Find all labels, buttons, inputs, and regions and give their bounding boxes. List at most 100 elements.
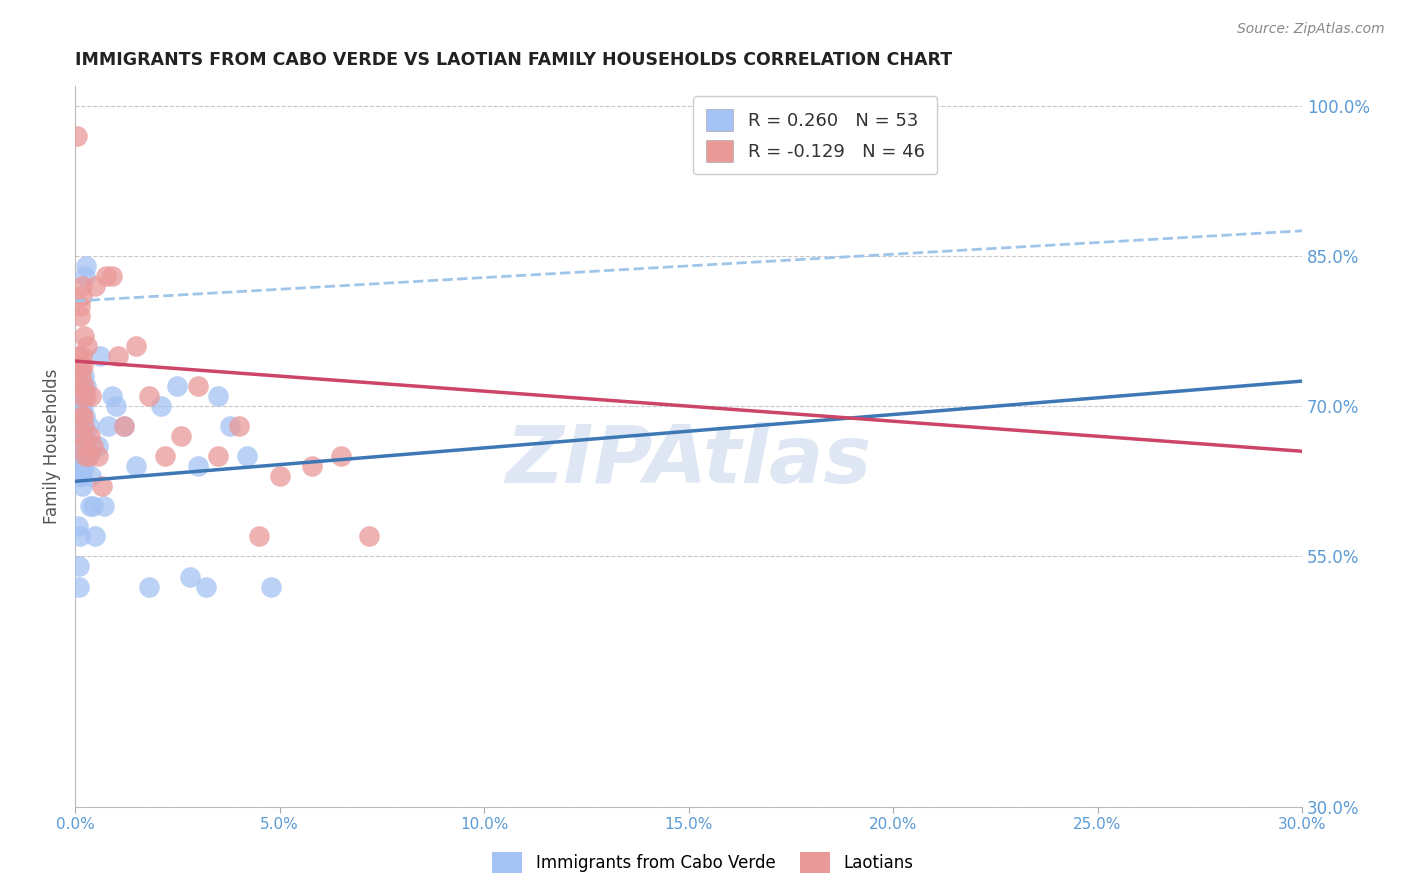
Point [269,469,291,483]
Point [70,429,93,443]
Point [101,389,124,403]
Point [70,349,93,363]
Point [260,580,283,594]
Point [79,429,101,443]
Point [76,339,98,353]
Point [329,450,352,464]
Point [72,359,94,373]
Point [72,450,94,464]
Point [69,529,91,543]
Point [69,299,91,313]
Text: ZIPAtlas: ZIPAtlas [505,422,872,500]
Point [166,379,188,393]
Point [82,439,104,453]
Point [149,399,172,413]
Point [70,419,93,434]
Point [70,459,93,474]
Point [125,459,148,474]
Point [170,429,193,443]
Text: IMMIGRANTS FROM CABO VERDE VS LAOTIAN FAMILY HOUSEHOLDS CORRELATION CHART: IMMIGRANTS FROM CABO VERDE VS LAOTIAN FA… [75,51,952,69]
Point [70,379,93,393]
Point [75,389,97,403]
Point [228,419,250,434]
Point [97,419,120,434]
Point [75,379,97,393]
Point [107,349,129,363]
Point [70,409,93,424]
Point [66,519,89,533]
Point [69,469,91,483]
Point [70,479,93,493]
Point [69,439,91,453]
Legend: R = 0.260   N = 53, R = -0.129   N = 46: R = 0.260 N = 53, R = -0.129 N = 46 [693,96,938,174]
Point [301,459,323,474]
Point [67,580,90,594]
Point [359,529,381,543]
Point [72,389,94,403]
Point [153,450,176,464]
Point [72,439,94,453]
Point [89,349,111,363]
Point [79,500,101,514]
Point [69,379,91,393]
Point [179,569,201,583]
Point [66,128,89,143]
Point [93,500,115,514]
Point [75,259,97,273]
Point [75,450,97,464]
Point [76,450,98,464]
Point [73,409,96,424]
Point [75,268,97,283]
Point [66,469,89,483]
Point [86,450,108,464]
Point [219,419,242,434]
Point [194,580,217,594]
Point [112,419,135,434]
Point [73,419,96,434]
Point [187,379,209,393]
Point [72,469,94,483]
Point [77,419,100,434]
Point [73,429,96,443]
Point [72,439,94,453]
Point [77,450,100,464]
Point [72,329,94,343]
Point [101,268,124,283]
Point [72,459,94,474]
Point [72,409,94,424]
Point [207,389,229,403]
Point [80,389,103,403]
Point [236,450,259,464]
Point [67,559,90,574]
Point [72,289,94,303]
Point [94,268,117,283]
Point [70,389,93,403]
Point [72,399,94,413]
Point [138,580,160,594]
Point [86,439,108,453]
Point [104,399,127,413]
Point [73,369,96,384]
Point [69,369,91,384]
Point [69,309,91,323]
Point [90,479,112,493]
Point [66,359,89,373]
Point [69,459,91,474]
Point [69,450,91,464]
Point [70,450,93,464]
Text: Source: ZipAtlas.com: Source: ZipAtlas.com [1237,22,1385,37]
Point [82,500,104,514]
Point [247,529,270,543]
Point [84,529,107,543]
Point [73,450,96,464]
Point [80,469,103,483]
Point [207,450,229,464]
Point [73,379,96,393]
Point [67,349,90,363]
Point [70,359,93,373]
Y-axis label: Family Households: Family Households [44,368,60,524]
Point [187,459,209,474]
Point [125,339,148,353]
Point [69,419,91,434]
Point [72,279,94,293]
